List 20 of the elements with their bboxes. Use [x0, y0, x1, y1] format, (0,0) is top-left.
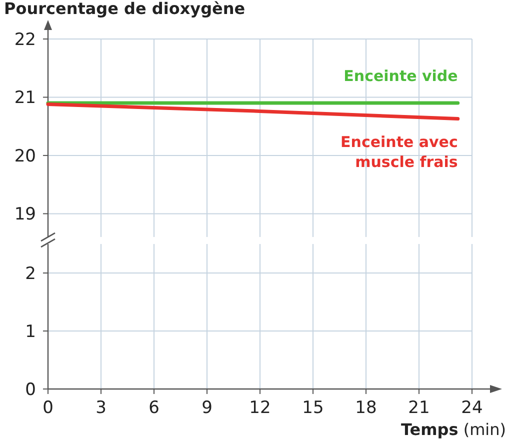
- x-tick-label: 21: [408, 398, 430, 418]
- y-axis-title: Pourcentage de dioxygène: [4, 0, 246, 18]
- y-tick-label: 21: [14, 88, 36, 108]
- x-tick-label: 15: [302, 398, 324, 418]
- x-tick-label: 24: [461, 398, 483, 418]
- x-axis-title: Temps (min): [400, 420, 506, 439]
- y-tick-label: 0: [25, 380, 36, 400]
- series-label: Enceinte avec muscle frais: [340, 132, 458, 171]
- x-tick-label: 18: [355, 398, 377, 418]
- y-tick-label: 1: [25, 322, 36, 342]
- x-tick-label: 9: [202, 398, 212, 418]
- y-tick-label: 2: [25, 264, 36, 284]
- x-tick-label: 3: [96, 398, 106, 418]
- x-tick-label: 12: [249, 398, 271, 418]
- series-label: Enceinte vide: [344, 67, 458, 86]
- x-tick-label: 0: [42, 398, 54, 418]
- x-tick-label: 6: [148, 398, 160, 418]
- y-tick-label: 19: [14, 204, 36, 225]
- y-tick-label: 20: [14, 146, 36, 166]
- y-tick-label: 22: [14, 30, 36, 50]
